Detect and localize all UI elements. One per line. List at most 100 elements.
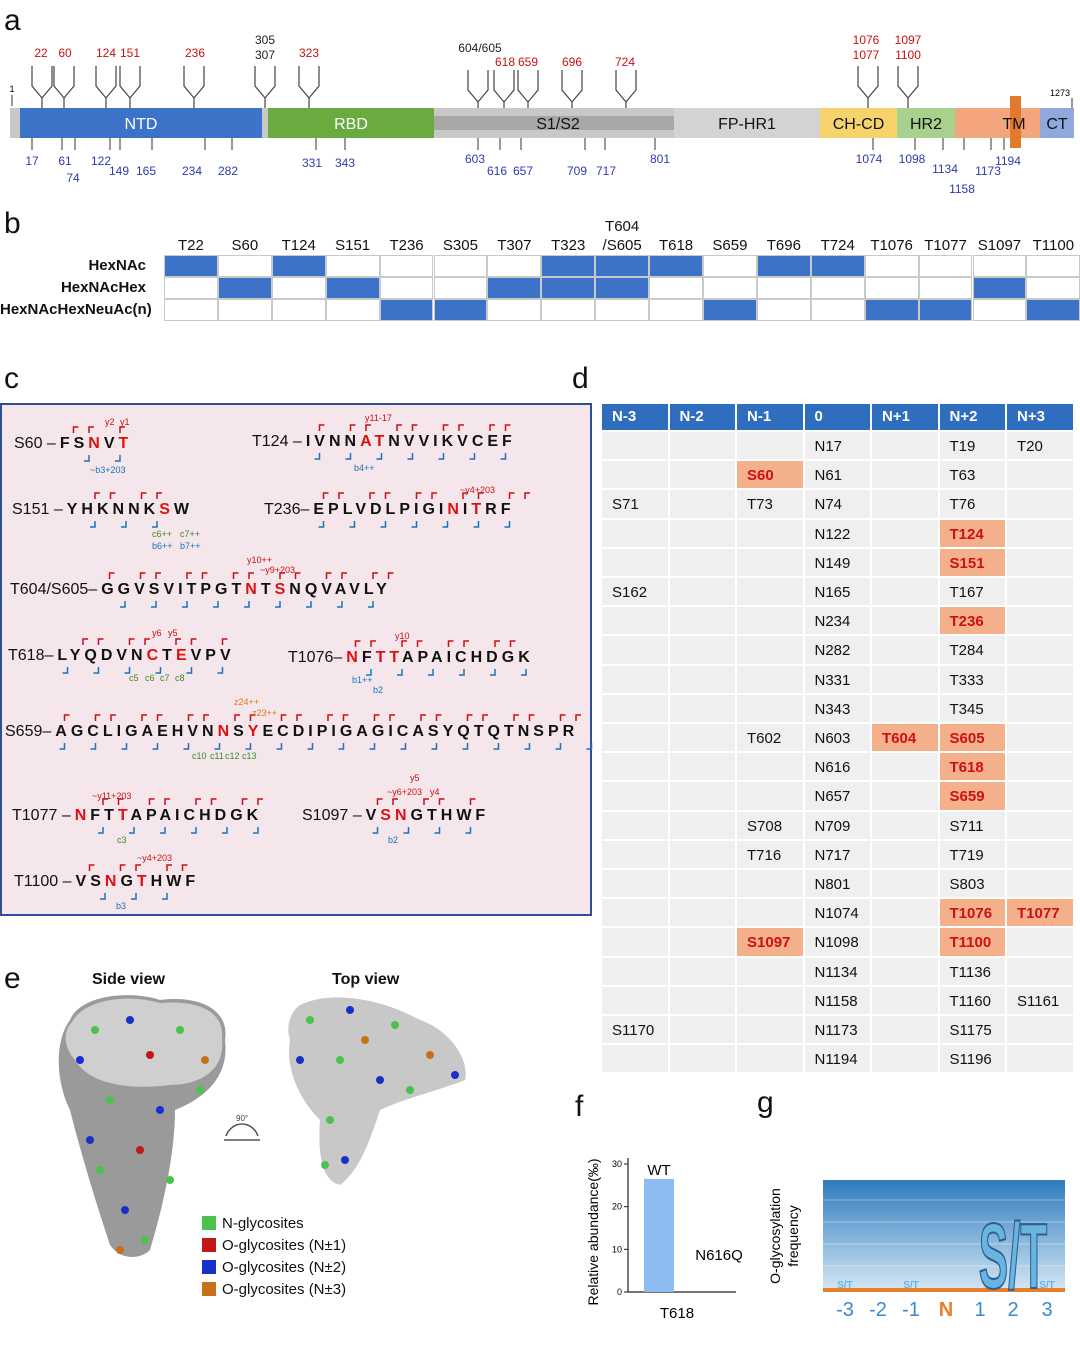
y-bracket	[88, 864, 95, 871]
table-cell: T1100	[939, 928, 1005, 956]
domain-s1s2	[434, 116, 674, 130]
table-cell	[737, 636, 803, 664]
residue: V	[187, 723, 202, 740]
y-bracket	[249, 714, 256, 721]
fragment-brackets	[318, 492, 530, 528]
site-label-bottom: 122	[91, 154, 111, 168]
fragment-label: c6++	[152, 529, 173, 539]
table-cell	[737, 578, 803, 606]
residue: N	[447, 501, 463, 518]
residue: A	[431, 649, 447, 666]
table-cell	[669, 840, 735, 868]
residue: T	[389, 649, 402, 666]
glycosite-dot	[296, 1056, 304, 1064]
matrix-cell	[1026, 255, 1080, 277]
residue: G	[120, 873, 137, 890]
table-cell	[669, 870, 735, 898]
matrix-cell	[271, 299, 326, 321]
table-cell	[602, 811, 668, 839]
y-bracket	[341, 572, 347, 579]
peptide-sequence: VSNGTHWF	[366, 807, 490, 824]
glycosite-dot	[341, 1156, 349, 1164]
b-bracket	[129, 827, 135, 834]
y-bracket	[528, 714, 535, 721]
table-cell: T19	[939, 432, 1005, 460]
residue: I	[388, 723, 397, 740]
logo-position: -3	[836, 1299, 854, 1321]
logo-letter: S/T	[837, 1280, 853, 1291]
matrix-cell	[541, 299, 596, 321]
site-label-top: 305	[255, 33, 275, 47]
y-bracket	[248, 572, 254, 579]
residue: P	[547, 723, 563, 740]
logo-position: N	[939, 1299, 953, 1321]
glycosite-dot	[451, 1071, 459, 1079]
fragment-label: y1	[120, 417, 130, 427]
residue: T	[104, 807, 118, 824]
table-cell	[602, 636, 668, 664]
y-bracket	[463, 640, 469, 647]
y-bracket	[119, 426, 125, 433]
b-bracket	[90, 521, 96, 528]
residue: V	[103, 435, 119, 452]
residue: A	[401, 649, 418, 666]
residue: N	[202, 723, 218, 740]
spike-side-view	[58, 995, 226, 1257]
table-cell	[602, 928, 668, 956]
spike-head	[65, 998, 223, 1087]
peptide: S1097 – VSNGTHWF	[302, 807, 489, 825]
residue: S	[73, 435, 89, 452]
site-label-top: 1077	[853, 48, 880, 62]
glycan-symbol	[31, 66, 53, 108]
table-cell: T1160	[939, 986, 1005, 1014]
glycosite-dot	[91, 1026, 99, 1034]
b-bracket	[314, 453, 321, 460]
site-label-top: 323	[299, 46, 319, 60]
table-cell	[737, 1045, 803, 1073]
bar-label: N616Q	[695, 1247, 743, 1264]
matrix-cell	[1026, 299, 1080, 321]
column-header: N+1	[872, 404, 938, 430]
y-bracket	[63, 714, 70, 721]
residue: Q	[487, 723, 504, 740]
table-cell: S1097	[737, 928, 803, 956]
residue: S	[274, 581, 290, 598]
residue: D	[369, 501, 386, 518]
fragment-label: c13	[242, 751, 257, 761]
residue: S	[533, 723, 548, 740]
table-cell	[669, 899, 735, 927]
site-label-bottom: 343	[335, 156, 355, 170]
fragment-brackets	[90, 492, 162, 528]
residue: I	[438, 501, 448, 518]
table-cell: N61	[804, 461, 870, 489]
b-bracket	[411, 521, 418, 528]
column-header-line: T604	[605, 218, 640, 235]
column-header: S151	[326, 236, 380, 255]
site-label-bottom: 61	[58, 154, 72, 168]
domain-label: NTD	[125, 116, 158, 133]
glycan-symbol	[467, 70, 489, 108]
table-cell: N1173	[804, 1016, 870, 1044]
matrix-cell	[864, 277, 919, 299]
table-cell: N603	[804, 724, 870, 752]
y-bracket	[435, 714, 442, 721]
column-header: N-3	[602, 404, 668, 430]
glycan-symbol	[493, 70, 515, 108]
site-label-bottom: 234	[182, 164, 202, 178]
site-label-bottom: 616	[487, 164, 507, 178]
residue: S	[380, 807, 395, 824]
table-cell	[602, 1045, 668, 1073]
table-cell	[602, 694, 668, 722]
residue: I	[308, 723, 317, 740]
column-header: T236	[380, 236, 434, 255]
site-label-top: 1076	[853, 33, 880, 47]
column-header: N-1	[737, 404, 803, 430]
b-bracket	[368, 601, 374, 608]
b-bracket	[306, 601, 312, 608]
glycosite-dot	[96, 1166, 104, 1174]
glycan-symbol	[298, 66, 320, 108]
logo-letter: S/T	[903, 1280, 919, 1291]
fragment-label: y5	[168, 628, 178, 638]
y-bracket	[462, 492, 468, 499]
residue: A	[55, 723, 71, 740]
